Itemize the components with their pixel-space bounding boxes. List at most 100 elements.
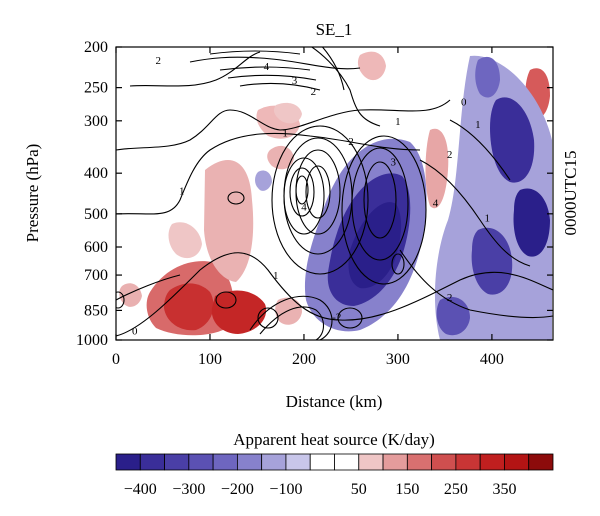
contour-line: [283, 157, 325, 235]
contour-line: [209, 50, 301, 55]
colorbar-swatch: [139, 453, 165, 471]
colorbar-swatch: [261, 453, 287, 471]
y-tick-label: 400: [84, 165, 108, 182]
colorbar-swatch: [431, 453, 457, 471]
colorbar-tick-label: −100: [269, 481, 302, 498]
plot-frame: [115, 46, 554, 341]
contour-label: 3: [292, 75, 298, 87]
contour-label: 2: [447, 292, 453, 304]
contour-line: [289, 167, 315, 217]
contour-line: [116, 99, 451, 151]
colorbar-swatch: [504, 453, 530, 471]
contour-label: 4: [264, 61, 270, 73]
contour-line: [239, 82, 321, 91]
positive-region-right-column: [425, 128, 449, 209]
x-tick-label: 0: [112, 351, 120, 368]
contour-label: 1: [273, 270, 279, 282]
contour-line: [129, 51, 261, 87]
y-tick-label: 850: [84, 302, 108, 319]
colorbar-swatch: [188, 453, 214, 471]
contour-line: [259, 306, 325, 340]
y-tick-label: 300: [84, 113, 108, 130]
positive-region-top-left: [273, 102, 302, 124]
contour-line: [351, 147, 409, 261]
contour-line: [249, 295, 333, 340]
contour-label: 2: [348, 136, 354, 148]
colorbar-swatch: [479, 453, 505, 471]
contour-line: [419, 159, 531, 267]
x-axis: 0 100 200 300 400: [112, 47, 504, 368]
colorbar-swatch: [528, 453, 554, 471]
colorbar-ticks: −400 −300 −200 −100 50 150 250 350: [124, 481, 517, 498]
contour-label: 2: [156, 55, 162, 67]
contour-label: 1: [475, 119, 481, 131]
colorbar-tick-label: 350: [492, 481, 516, 498]
contour-line: [227, 74, 317, 81]
y-tick-label: 700: [84, 267, 108, 284]
negative-region-right-core: [490, 97, 535, 183]
contour-label: 1: [484, 212, 490, 224]
colorbar-tick-label: −300: [172, 481, 205, 498]
contour-line: [116, 291, 125, 309]
contour-line: [257, 307, 279, 329]
colorbar: [115, 453, 554, 471]
x-axis-label: Distance (km): [286, 392, 383, 411]
y-tick-label: 1000: [76, 332, 108, 349]
contour-line: [341, 135, 427, 285]
contour-label: 4: [433, 198, 439, 210]
colorbar-swatch: [164, 453, 190, 471]
positive-region-column: [204, 160, 254, 282]
contour-line: [219, 66, 311, 71]
colorbar-title: Apparent heat source (K/day): [233, 430, 435, 449]
contour-label: 0: [461, 97, 467, 109]
contour-line: [215, 291, 237, 309]
contour-label: 3: [390, 156, 396, 168]
colorbar-swatch: [455, 453, 481, 471]
contour-line: [271, 125, 369, 275]
contour-label: 1: [179, 186, 185, 198]
contour-line: [116, 132, 421, 215]
colorbar-swatch: [236, 453, 263, 471]
negative-region-small-left: [255, 170, 272, 191]
colorbar-swatch: [358, 453, 384, 471]
contour-label: 1: [282, 128, 288, 140]
chart-title: SE_1: [316, 20, 353, 39]
x-tick-label: 400: [480, 351, 504, 368]
colorbar-swatch: [334, 453, 360, 471]
contour-line: [391, 253, 405, 275]
right-time-label: 0000UTC15: [561, 151, 580, 236]
contour-line: [449, 119, 511, 181]
colorbar-swatch: [382, 453, 408, 471]
positive-region-bottom-mid: [275, 297, 302, 325]
negative-region-main-deep: [348, 202, 402, 289]
colorbar-swatch: [115, 453, 141, 471]
contour-line: [321, 47, 345, 91]
colorbar-tick-label: −400: [124, 481, 157, 498]
colorbar-swatch: [285, 453, 311, 471]
contour-line: [116, 252, 553, 337]
contour-line: [337, 307, 363, 329]
y-axis-label: Pressure (hPa): [23, 144, 42, 243]
contour-line: [116, 274, 181, 301]
contour-lines: [116, 47, 553, 340]
contour-line: [295, 175, 309, 205]
contour-label: 2: [447, 149, 453, 161]
contour-label: 2: [311, 86, 317, 98]
contour-line: [227, 191, 245, 205]
colorbar-tick-label: −200: [221, 481, 254, 498]
colorbar-swatch: [406, 453, 433, 471]
contour-label: 4: [301, 201, 307, 213]
positive-region-small-left: [119, 283, 142, 307]
colorbar-tick-label: 250: [444, 481, 468, 498]
x-tick-label: 300: [386, 351, 410, 368]
contour-label: 1: [395, 116, 401, 128]
y-tick-label: 250: [84, 80, 108, 97]
contour-line: [310, 47, 381, 127]
contour-line: [399, 249, 553, 319]
y-tick-label: 500: [84, 206, 108, 223]
negative-region-right-lower: [471, 227, 513, 295]
negative-region-far-right-deep: [513, 188, 550, 257]
shaded-field: [119, 51, 552, 340]
